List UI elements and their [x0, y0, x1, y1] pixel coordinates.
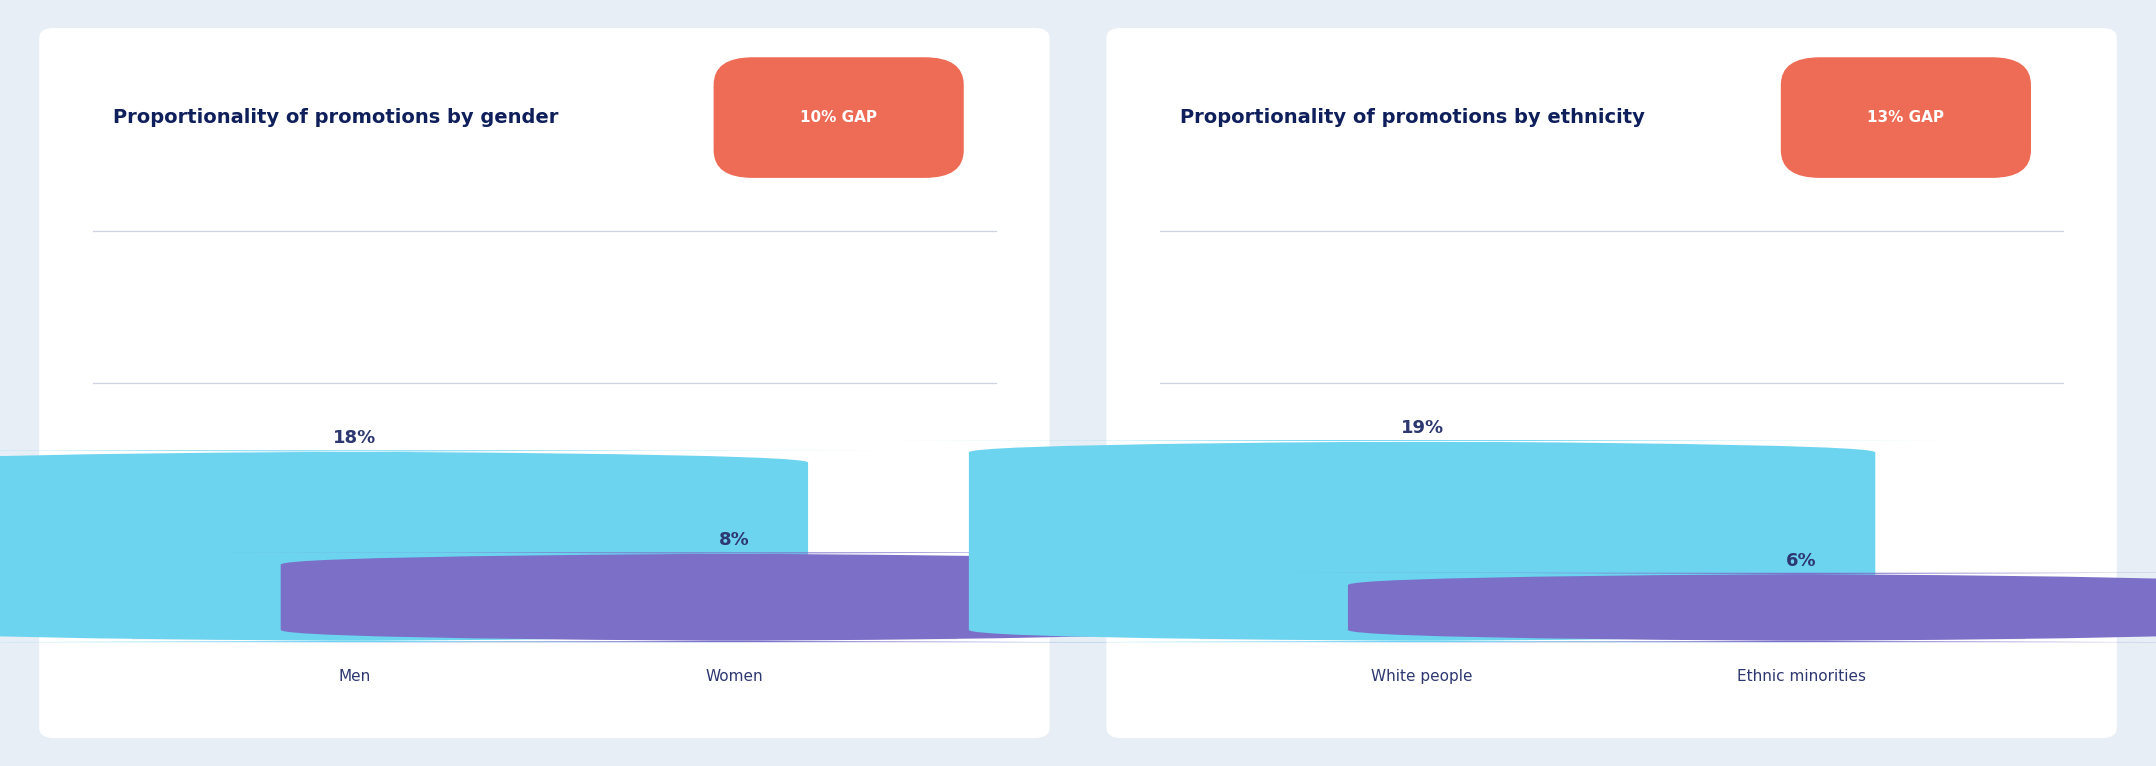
Text: 6%: 6%	[1785, 552, 1818, 570]
Text: Proportionality of promotions by gender: Proportionality of promotions by gender	[112, 108, 558, 127]
Text: Ethnic minorities: Ethnic minorities	[1736, 669, 1865, 684]
Text: Men: Men	[338, 669, 371, 684]
Text: 10% GAP: 10% GAP	[800, 110, 877, 125]
FancyBboxPatch shape	[1106, 28, 2117, 738]
Text: Women: Women	[705, 669, 763, 684]
FancyBboxPatch shape	[1781, 57, 2031, 178]
Text: 13% GAP: 13% GAP	[1867, 110, 1945, 125]
Text: 19%: 19%	[1401, 419, 1445, 437]
FancyBboxPatch shape	[714, 57, 964, 178]
FancyBboxPatch shape	[0, 450, 890, 642]
FancyBboxPatch shape	[886, 440, 1958, 642]
Text: 18%: 18%	[334, 429, 377, 447]
FancyBboxPatch shape	[198, 552, 1270, 642]
Text: 8%: 8%	[718, 532, 750, 549]
Text: Proportionality of promotions by ethnicity: Proportionality of promotions by ethnici…	[1179, 108, 1645, 127]
Text: White people: White people	[1371, 669, 1473, 684]
FancyBboxPatch shape	[39, 28, 1050, 738]
FancyBboxPatch shape	[1266, 573, 2156, 642]
